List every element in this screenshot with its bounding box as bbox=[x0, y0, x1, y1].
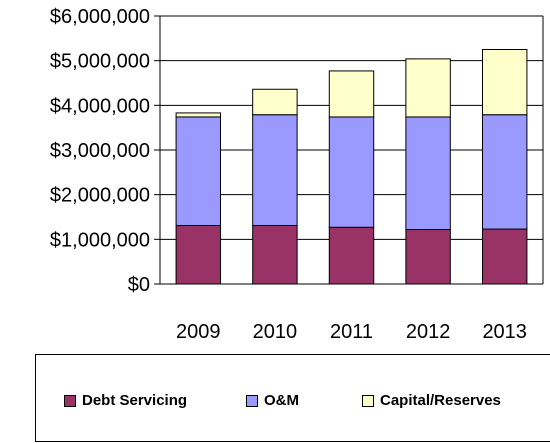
legend-label: Capital/Reserves bbox=[380, 392, 501, 409]
x-tick-labels: 2009 2010 2011 2012 2013 bbox=[176, 321, 527, 343]
legend: Debt Servicing O&M Capital/Reserves bbox=[35, 354, 550, 442]
stacked-bar-chart: $0 $1,000,000 $2,000,000 $3,000,000 $4,0… bbox=[50, 6, 544, 343]
legend-item-om: O&M bbox=[246, 392, 299, 409]
legend-item-capital-reserves: Capital/Reserves bbox=[362, 392, 501, 409]
bar-segment-o-m-2013 bbox=[481, 114, 528, 230]
legend-swatch-capital-reserves bbox=[362, 394, 374, 407]
y-tick-labels: $0 $1,000,000 $2,000,000 $3,000,000 $4,0… bbox=[50, 6, 150, 296]
legend-swatch-debt-servicing bbox=[64, 394, 76, 407]
y-tick-label: $6,000,000 bbox=[50, 6, 150, 28]
y-tick-label: $0 bbox=[128, 274, 150, 296]
bar-segment-o-m-2011 bbox=[328, 116, 375, 228]
x-tick-label: 2011 bbox=[330, 321, 373, 343]
bar-segment-capital-reserves-2013 bbox=[481, 49, 528, 116]
y-tick-label: $2,000,000 bbox=[50, 185, 150, 207]
x-tick-label: 2012 bbox=[406, 321, 451, 343]
legend-swatch-om bbox=[246, 394, 258, 407]
legend-label: Debt Servicing bbox=[82, 392, 188, 409]
x-tick-label: 2010 bbox=[253, 321, 298, 343]
y-tick-label: $3,000,000 bbox=[50, 140, 150, 162]
bar-segment-capital-reserves-2009 bbox=[175, 112, 222, 118]
bar-segment-debt-servicing-2010 bbox=[252, 224, 298, 285]
y-tick-label: $5,000,000 bbox=[50, 51, 150, 73]
bar-segment-capital-reserves-2011 bbox=[328, 70, 375, 118]
x-tick-label: 2013 bbox=[482, 321, 527, 343]
axes bbox=[159, 16, 544, 285]
bar-segment-o-m-2009 bbox=[175, 116, 222, 226]
bar-segment-debt-servicing-2009 bbox=[175, 224, 222, 285]
legend-label: O&M bbox=[264, 392, 299, 409]
legend-item-debt-servicing: Debt Servicing bbox=[64, 392, 187, 409]
bar-segment-capital-reserves-2010 bbox=[252, 88, 298, 116]
x-tick-label: 2009 bbox=[176, 321, 221, 343]
y-tick-label: $4,000,000 bbox=[50, 95, 150, 117]
bar-segment-debt-servicing-2012 bbox=[405, 229, 451, 285]
y-tick-label: $1,000,000 bbox=[50, 229, 150, 251]
bar-segment-capital-reserves-2012 bbox=[405, 58, 451, 118]
bar-segment-o-m-2012 bbox=[405, 116, 451, 231]
bar-segment-debt-servicing-2013 bbox=[481, 228, 528, 285]
bars bbox=[175, 49, 528, 285]
bar-segment-o-m-2010 bbox=[252, 114, 298, 226]
bar-segment-debt-servicing-2011 bbox=[328, 226, 375, 285]
